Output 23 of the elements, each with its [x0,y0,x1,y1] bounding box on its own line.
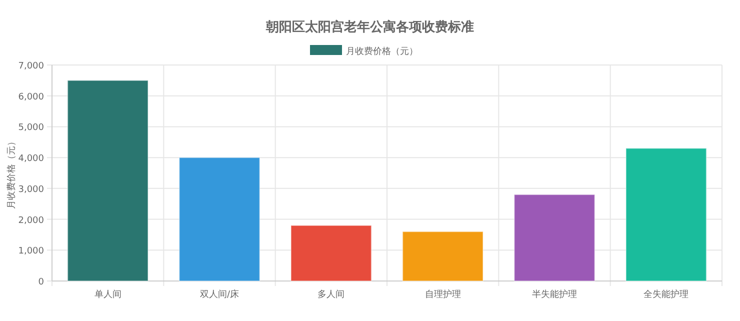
y-tick-label: 5,000 [18,123,44,134]
y-tick-label: 0 [38,278,44,288]
bar [290,224,372,282]
bar [625,148,707,282]
bar [67,80,149,282]
x-tick-label: 双人间/床 [200,289,240,300]
x-tick-label: 自理护理 [424,289,461,300]
x-tick-label: 多人间 [318,289,345,300]
y-tick-label: 4,000 [18,154,44,164]
y-tick-label: 2,000 [18,216,44,226]
y-tick-label: 3,000 [18,184,44,195]
y-tick-label: 7,000 [18,62,44,72]
bar [178,157,260,282]
x-tick-label: 单人间 [94,289,122,300]
bar [402,231,484,282]
chart-title: 朝阳区太阳宫老年公寓各项收费标准 [265,19,474,35]
legend-label: 月收费价格（元） [346,46,418,57]
x-tick-label: 半失能护理 [532,289,577,300]
x-tick-label: 全失能护理 [644,289,689,300]
y-tick-label: 1,000 [18,246,44,257]
y-axis-title: 月收费价格（元） [6,137,17,209]
bar [514,194,596,282]
y-tick-label: 6,000 [18,92,44,102]
